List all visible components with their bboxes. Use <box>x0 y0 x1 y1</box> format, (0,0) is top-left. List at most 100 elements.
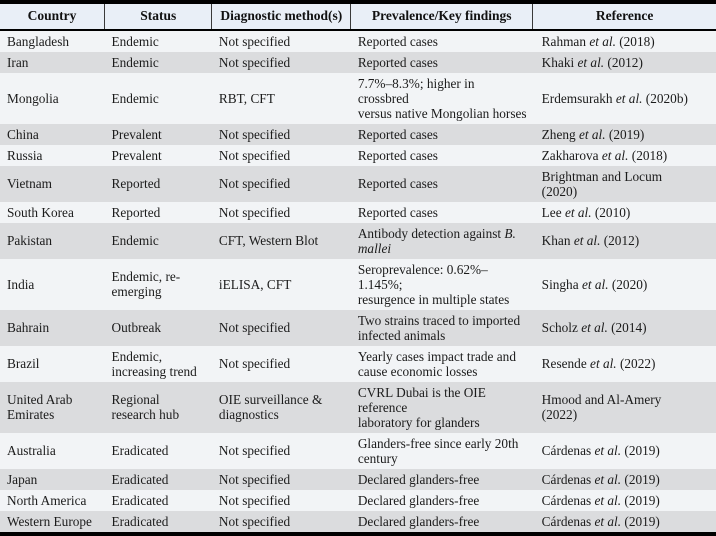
table-row: Bangladesh Endemic Not specified Reported c… <box>0 30 716 52</box>
cell-prevalence: Reported cases <box>357 33 438 49</box>
cell-status: Reported <box>111 176 161 192</box>
cell-country: Bangladesh <box>7 33 70 49</box>
cell-status: Endemic, increasing trend <box>111 348 197 379</box>
cell-reference: Scholz et al. (2014) <box>541 320 647 336</box>
table-row: Russia Prevalent Not specified Reported cas… <box>0 145 716 166</box>
column-header-country: Country <box>0 2 105 31</box>
table-row: Mongolia Endemic RBT, CFT 7.7%–8.3%; higher… <box>0 73 716 124</box>
cell-prevalence: Yearly cases impact trade and cause econo… <box>357 348 516 379</box>
cell-status: Endemic <box>111 33 159 49</box>
cell-country: Iran <box>7 54 29 70</box>
cell-prevalence: Reported cases <box>357 204 438 220</box>
cell-reference: Singha et al. (2020) <box>541 276 648 292</box>
cell-status: Prevalent <box>111 147 162 163</box>
cell-diagnostic: Not specified <box>218 513 291 529</box>
cell-diagnostic: OIE surveillance & diagnostics <box>218 392 323 423</box>
cell-status: Eradicated <box>111 443 169 459</box>
cell-reference: Khan et al. (2012) <box>541 233 640 249</box>
cell-reference: Zheng et al. (2019) <box>541 126 645 142</box>
cell-country: Mongolia <box>7 90 59 106</box>
cell-reference: Cárdenas et al. (2019) <box>541 492 660 508</box>
cell-status: Endemic <box>111 233 159 249</box>
cell-diagnostic: RBT, CFT <box>218 90 275 106</box>
cell-diagnostic: Not specified <box>218 320 291 336</box>
cell-status: Eradicated <box>111 471 169 487</box>
cell-reference: Zakharova et al. (2018) <box>541 147 668 163</box>
cell-prevalence: Glanders-free since early 20th century <box>357 435 519 466</box>
cell-reference: Lee et al. (2010) <box>541 204 631 220</box>
cell-reference: Cárdenas et al. (2019) <box>541 471 660 487</box>
cell-reference: Cárdenas et al. (2019) <box>541 513 660 529</box>
cell-country: Japan <box>7 471 38 487</box>
cell-prevalence: Two strains traced to imported infected a… <box>357 312 521 343</box>
table-row: Bahrain Outbreak Not specified Two strains … <box>0 309 716 346</box>
cell-reference: Erdemsurakh et al. (2020b) <box>541 90 688 106</box>
table-row: India Endemic, re-emerging iELISA, CFT Sero… <box>0 259 716 310</box>
cell-prevalence: Reported cases <box>357 176 438 192</box>
column-header-diagnostic: Diagnostic method(s) <box>211 2 351 31</box>
table-row: Iran Endemic Not specified Reported cases Kh… <box>0 51 716 73</box>
header-row: Country Status Diagnostic method(s) Prev… <box>0 2 716 31</box>
table-body: Bangladesh Endemic Not specified Reported c… <box>0 30 716 534</box>
cell-prevalence: Reported cases <box>357 54 438 70</box>
cell-reference: Resende et al. (2022) <box>541 356 656 372</box>
cell-diagnostic: Not specified <box>218 176 291 192</box>
column-header-reference: Reference <box>532 2 716 31</box>
table-row: South Korea Reported Not specified Reported… <box>0 202 716 223</box>
cell-country: South Korea <box>7 204 74 220</box>
cell-country: Vietnam <box>7 176 52 192</box>
cell-status: Eradicated <box>111 513 169 529</box>
cell-country: China <box>7 126 39 142</box>
cell-country: Bahrain <box>7 320 50 336</box>
cell-reference: Rahman et al. (2018) <box>541 33 655 49</box>
table-row: North America Eradicated Not specified Decl… <box>0 490 716 511</box>
cell-country: Russia <box>7 147 43 163</box>
cell-diagnostic: Not specified <box>218 147 291 163</box>
cell-status: Reported <box>111 204 161 220</box>
cell-prevalence: Declared glanders-free <box>357 492 480 508</box>
cell-prevalence: Antibody detection against B. mallei <box>357 225 516 256</box>
cell-diagnostic: Not specified <box>218 356 291 372</box>
cell-status: Eradicated <box>111 492 169 508</box>
cell-diagnostic: Not specified <box>218 471 291 487</box>
cell-country: Brazil <box>7 356 40 372</box>
table-row: Brazil Endemic, increasing trend Not specif… <box>0 346 716 382</box>
cell-country: Western Europe <box>7 513 92 529</box>
cell-diagnostic: iELISA, CFT <box>218 276 292 292</box>
cell-diagnostic: Not specified <box>218 443 291 459</box>
cell-status: Endemic <box>111 90 159 106</box>
cell-country: Australia <box>7 443 56 459</box>
cell-country: India <box>7 276 35 292</box>
table-row: Vietnam Reported Not specified Reported cas… <box>0 165 716 202</box>
cell-status: Outbreak <box>111 320 162 336</box>
cell-diagnostic: Not specified <box>218 54 291 70</box>
cell-reference: Brightman and Locum (2020) <box>541 168 663 199</box>
cell-diagnostic: CFT, Western Blot <box>218 233 319 249</box>
cell-reference: Khaki et al. (2012) <box>541 54 643 70</box>
cell-diagnostic: Not specified <box>218 126 291 142</box>
column-header-prevalence: Prevalence/Key findings <box>350 2 533 31</box>
cell-country: North America <box>7 492 87 508</box>
table-row: Japan Eradicated Not specified Declared gla… <box>0 468 716 490</box>
cell-country: United Arab Emirates <box>7 392 73 423</box>
cell-reference: Hmood and Al-Amery (2022) <box>541 392 662 423</box>
table-row: Pakistan Endemic CFT, Western Blot Antibody… <box>0 222 716 259</box>
table-row: Western Europe Eradicated Not specified Dec… <box>0 510 716 534</box>
cell-diagnostic: Not specified <box>218 33 291 49</box>
cell-prevalence: 7.7%–8.3%; higher in crossbred versus nat… <box>357 75 527 121</box>
table-row: Australia Eradicated Not specified Glanders… <box>0 433 716 469</box>
cell-status: Endemic <box>111 54 159 70</box>
cell-prevalence: Declared glanders-free <box>357 471 480 487</box>
cell-prevalence: Declared glanders-free <box>357 513 480 529</box>
table-row: China Prevalent Not specified Reported case… <box>0 123 716 145</box>
cell-prevalence: CVRL Dubai is the OIE reference laborator… <box>357 384 486 430</box>
cell-status: Endemic, re-emerging <box>111 269 181 300</box>
cell-status: Regional research hub <box>111 392 180 423</box>
cell-reference: Cárdenas et al. (2019) <box>541 443 660 459</box>
cell-prevalence: Reported cases <box>357 126 438 142</box>
cell-status: Prevalent <box>111 126 162 142</box>
cell-prevalence: Reported cases <box>357 147 438 163</box>
table-row: United Arab Emirates Regional research hub O… <box>0 381 716 433</box>
cell-prevalence: Seroprevalence: 0.62%–1.145%; resurgence … <box>357 261 510 307</box>
